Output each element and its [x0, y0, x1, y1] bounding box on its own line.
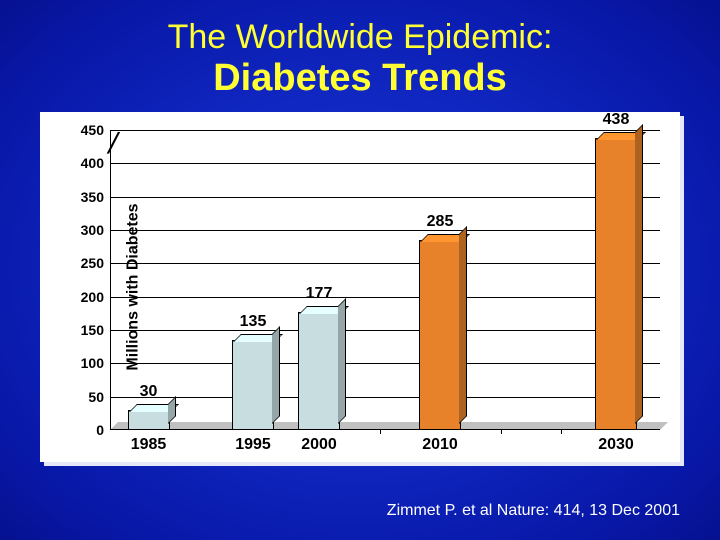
y-tick-label: 350: [81, 189, 104, 205]
gridline: [110, 363, 660, 364]
y-tick-label: 300: [81, 222, 104, 238]
gridline: [110, 163, 660, 164]
bar: 285: [419, 240, 461, 430]
gridline: [110, 130, 660, 131]
bar-value-label: 285: [427, 213, 454, 231]
y-tick-label: 450: [81, 122, 104, 138]
grid: 050100150200250300350400450: [110, 130, 660, 430]
y-tick-label: 0: [96, 422, 104, 438]
gridline: [110, 397, 660, 398]
y-tick-label: 100: [81, 355, 104, 371]
bar-value-label: 135: [240, 313, 267, 331]
bar: 177: [298, 312, 340, 430]
bar-value-label: 30: [140, 383, 158, 401]
y-tick-label: 150: [81, 322, 104, 338]
y-axis: [110, 130, 111, 430]
gridline: [110, 330, 660, 331]
y-tick-label: 250: [81, 255, 104, 271]
bar: 30: [128, 410, 170, 430]
plot-area: 050100150200250300350400450 ╱ 30 135 177 28…: [110, 130, 660, 430]
chart-container: Millions with Diabetes 05010015020025030…: [40, 112, 680, 462]
x-tick-label: 1995: [235, 436, 271, 454]
x-tick-label: 2000: [301, 436, 337, 454]
slide-title: The Worldwide Epidemic: Diabetes Trends: [0, 0, 720, 100]
y-tick-label: 200: [81, 289, 104, 305]
x-tick-label: 2030: [598, 436, 634, 454]
x-axis: [110, 429, 660, 430]
gridline: [110, 230, 660, 231]
bar: 438: [595, 138, 637, 430]
x-tick-label: 2010: [422, 436, 458, 454]
axis-break-icon: ╱: [108, 140, 122, 154]
citation-text: Zimmet P. et al Nature: 414, 13 Dec 2001: [387, 502, 680, 520]
bar: 135: [232, 340, 274, 430]
minor-tick: [380, 430, 381, 434]
gridline: [110, 297, 660, 298]
bar-value-label: 438: [603, 111, 630, 129]
minor-tick: [501, 430, 502, 434]
title-line-1: The Worldwide Epidemic:: [0, 18, 720, 57]
gridline: [110, 263, 660, 264]
minor-tick: [561, 430, 562, 434]
x-tick-label: 1985: [131, 436, 167, 454]
gridline: [110, 197, 660, 198]
title-line-2: Diabetes Trends: [0, 57, 720, 100]
bar-value-label: 177: [306, 285, 333, 303]
y-tick-label: 400: [81, 155, 104, 171]
y-tick-label: 50: [88, 389, 104, 405]
